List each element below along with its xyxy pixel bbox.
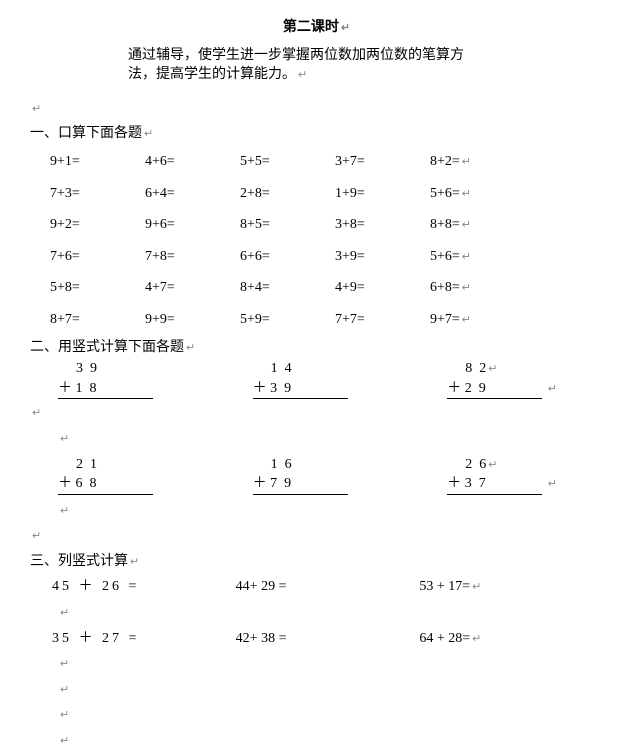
oral-cell: 9+7=↵ (430, 310, 525, 330)
oral-cell: 5+8= (50, 278, 145, 298)
blank-line: ↵ (58, 654, 603, 674)
bottom-number: ＋ 7 9 (253, 474, 448, 495)
vertical-row-1: 3 9 ＋ 1 8 1 4 ＋ 3 9 8 2↵ ＋ 2 9 ↵ (58, 359, 603, 399)
oral-row: 7+6= 7+8= 6+6= 3+9= 5+6=↵ (50, 247, 603, 267)
top-number: 1 4 (271, 359, 448, 379)
oral-cell: 3+9= (335, 247, 430, 267)
oral-cell: 6+4= (145, 184, 240, 204)
oral-cell: 3+7= (335, 152, 430, 172)
oral-cell: 8+7= (50, 310, 145, 330)
bottom-number: ＋ 3 7 ↵ (447, 474, 603, 495)
oral-cell: 6+8=↵ (430, 278, 525, 298)
oral-problems: 9+1= 4+6= 5+5= 3+7= 8+2=↵ 7+3= 6+4= 2+8=… (50, 152, 603, 330)
top-number: 1 6 (271, 455, 448, 475)
vertical-problem: 2 1 ＋ 6 8 (58, 455, 253, 495)
oral-cell: 9+2= (50, 215, 145, 235)
title-text: 第二课时 (283, 20, 339, 35)
vertical-problem: 3 9 ＋ 1 8 (58, 359, 253, 399)
intro-line-2: 法，提高学生的计算能力。↵ (100, 65, 573, 85)
return-mark: ↵ (341, 22, 350, 34)
section-2-heading: 二、用竖式计算下面各题↵ (30, 338, 603, 358)
vertical-problem: 1 4 ＋ 3 9 (253, 359, 448, 399)
oral-cell: 7+3= (50, 184, 145, 204)
bottom-number: ＋ 6 8 (58, 474, 253, 495)
oral-cell: 6+6= (240, 247, 335, 267)
oral-cell: 8+4= (240, 278, 335, 298)
oral-cell: 5+6=↵ (430, 184, 525, 204)
oral-cell: 5+5= (240, 152, 335, 172)
oral-cell: 9+1= (50, 152, 145, 172)
equation-cell: 53 + 17=↵ (419, 577, 603, 597)
oral-row: 9+2= 9+6= 8+5= 3+8= 8+8=↵ (50, 215, 603, 235)
bottom-number: ＋ 3 9 (253, 379, 448, 400)
top-number: 3 9 (76, 359, 253, 379)
oral-row: 9+1= 4+6= 5+5= 3+7= 8+2=↵ (50, 152, 603, 172)
oral-cell: 7+8= (145, 247, 240, 267)
oral-row: 5+8= 4+7= 8+4= 4+9= 6+8=↵ (50, 278, 603, 298)
oral-cell: 8+2=↵ (430, 152, 525, 172)
oral-cell: 7+6= (50, 247, 145, 267)
oral-cell: 4+7= (145, 278, 240, 298)
oral-cell: 9+6= (145, 215, 240, 235)
oral-cell: 7+7= (335, 310, 430, 330)
oral-row: 7+3= 6+4= 2+8= 1+9= 5+6=↵ (50, 184, 603, 204)
section-3-heading: 三、列竖式计算↵ (30, 552, 603, 572)
oral-cell: 5+9= (240, 310, 335, 330)
top-number: 2 1 (76, 455, 253, 475)
equation-cell: 44+ 29 = (236, 577, 420, 597)
blank-line: ↵ (30, 526, 603, 546)
oral-cell: 4+9= (335, 278, 430, 298)
blank-line: ↵ (58, 731, 603, 751)
oral-cell: 5+6=↵ (430, 247, 525, 267)
section-1-heading: 一、口算下面各题↵ (30, 124, 603, 144)
intro-line-1: 通过辅导，使学生进一步掌握两位数加两位数的笔算方 (100, 46, 573, 66)
vertical-problem: 2 6↵ ＋ 3 7 ↵ (447, 455, 603, 495)
blank-line: ↵ (58, 429, 603, 449)
oral-cell: 4+6= (145, 152, 240, 172)
top-number: 2 6↵ (465, 455, 603, 475)
intro-paragraph: 通过辅导，使学生进一步掌握两位数加两位数的笔算方 法，提高学生的计算能力。↵ (100, 46, 573, 85)
equation-row-2: 35 ＋ 27 = 42+ 38 = 64 + 28=↵ (52, 629, 603, 649)
oral-cell: 8+5= (240, 215, 335, 235)
vertical-problem: 1 6 ＋ 7 9 (253, 455, 448, 495)
blank-line: ↵ (58, 705, 603, 725)
bottom-number: ＋ 2 9 ↵ (447, 379, 603, 400)
lesson-title: 第二课时↵ (30, 18, 603, 38)
oral-row: 8+7= 9+9= 5+9= 7+7= 9+7=↵ (50, 310, 603, 330)
blank-line: ↵ (58, 680, 603, 700)
vertical-problem: 8 2↵ ＋ 2 9 ↵ (447, 359, 603, 399)
oral-cell: 3+8= (335, 215, 430, 235)
blank-line: ↵ (30, 403, 603, 423)
equation-cell: 45 ＋ 26 = (52, 577, 236, 597)
return-mark: ↵ (298, 69, 307, 81)
equation-cell: 35 ＋ 27 = (52, 629, 236, 649)
equation-row-1: 45 ＋ 26 = 44+ 29 = 53 + 17=↵ (52, 577, 603, 597)
blank-line: ↵ (30, 99, 603, 119)
equation-cell: 64 + 28=↵ (419, 629, 603, 649)
equation-cell: 42+ 38 = (236, 629, 420, 649)
top-number: 8 2↵ (465, 359, 603, 379)
oral-cell: 8+8=↵ (430, 215, 525, 235)
oral-cell: 2+8= (240, 184, 335, 204)
blank-line: ↵ (58, 501, 603, 521)
vertical-row-2: 2 1 ＋ 6 8 1 6 ＋ 7 9 2 6↵ ＋ 3 7 ↵ (58, 455, 603, 495)
blank-line: ↵ (58, 603, 603, 623)
oral-cell: 1+9= (335, 184, 430, 204)
oral-cell: 9+9= (145, 310, 240, 330)
bottom-number: ＋ 1 8 (58, 379, 253, 400)
